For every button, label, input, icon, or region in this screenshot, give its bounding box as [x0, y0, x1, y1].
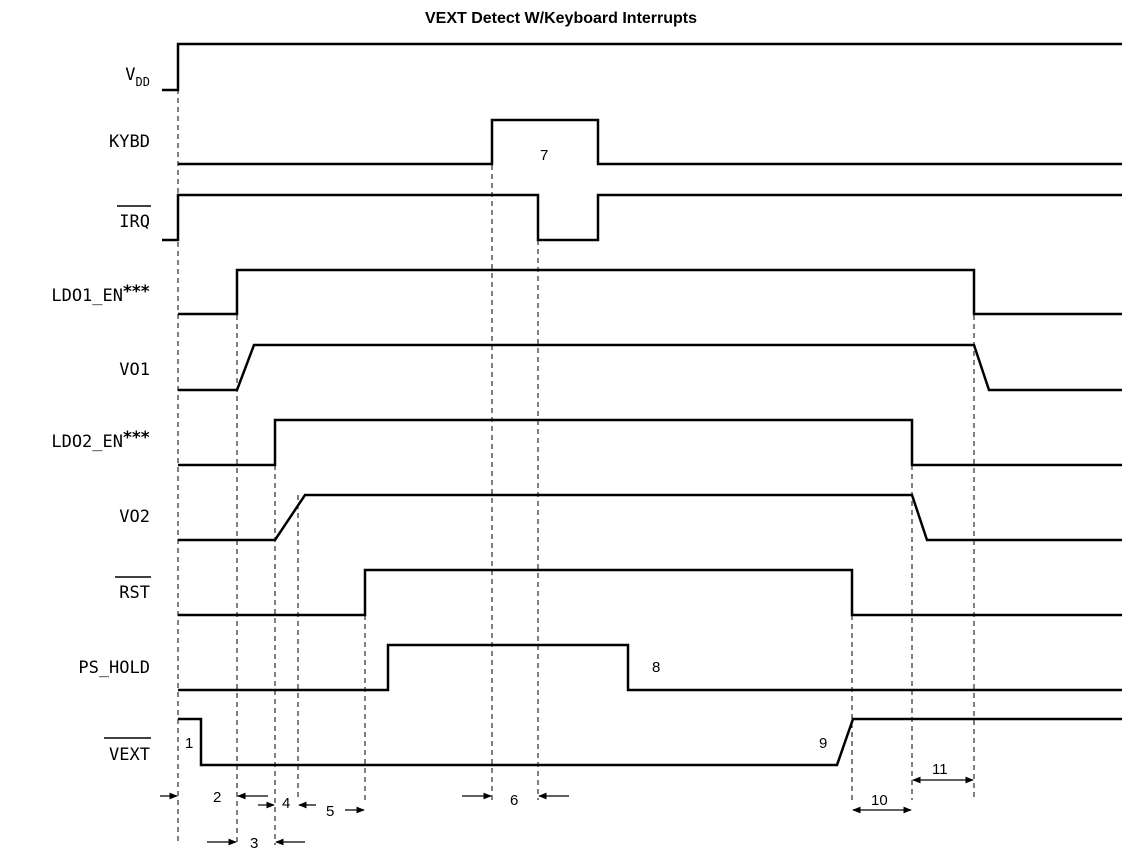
annotation-8: 8	[652, 659, 660, 676]
label-ldo2-en-stars: ***	[123, 428, 150, 448]
annotation-11: 11	[932, 761, 948, 778]
label-vo2: VO2	[119, 507, 150, 527]
label-ldo2-en: LDO2_EN	[51, 432, 123, 452]
waveform-irq	[162, 193, 1122, 242]
label-ldo1-en-stars: ***	[123, 282, 150, 302]
label-kybd: KYBD	[109, 132, 150, 152]
label-vdd-sub: DD	[136, 75, 150, 89]
annotation-6: 6	[510, 792, 518, 809]
annotation-3: 3	[250, 835, 258, 851]
annotations: 1 2 3 4 5 6 7 8 9 10 11	[185, 147, 948, 851]
waveform-ldo2-en	[178, 418, 1122, 467]
label-vdd-main: V	[125, 65, 135, 85]
waveform-rst	[178, 568, 1122, 617]
waveforms	[162, 42, 1122, 767]
waveform-vext	[178, 717, 1122, 767]
waveform-vo1	[178, 343, 1122, 392]
label-ps-hold: PS_HOLD	[78, 658, 150, 678]
annotation-7: 7	[540, 147, 548, 164]
waveform-kybd	[178, 118, 1122, 166]
label-vext: VEXT	[109, 745, 150, 765]
signal-labels: VDD KYBD IRQ LDO1_EN *** VO1 LDO2_EN ***…	[51, 65, 151, 765]
waveform-vo2	[178, 493, 1122, 542]
diagram-title: VEXT Detect W/Keyboard Interrupts	[425, 10, 697, 27]
interval-arrows	[160, 776, 974, 846]
waveform-ldo1-en	[178, 268, 1122, 316]
label-ldo1-en: LDO1_EN	[51, 286, 123, 306]
label-vdd: VDD	[125, 65, 150, 89]
annotation-2: 2	[213, 789, 221, 806]
timing-reference-lines	[177, 44, 975, 845]
label-rst: RST	[119, 583, 150, 603]
label-irq: IRQ	[119, 212, 150, 232]
waveform-ps-hold	[178, 643, 1122, 692]
annotation-10: 10	[871, 792, 888, 809]
annotation-1: 1	[185, 735, 193, 752]
annotation-9: 9	[819, 735, 827, 752]
annotation-4: 4	[282, 795, 290, 812]
annotation-5: 5	[326, 803, 334, 820]
waveform-vdd	[162, 42, 1122, 92]
label-vo1: VO1	[119, 360, 150, 380]
